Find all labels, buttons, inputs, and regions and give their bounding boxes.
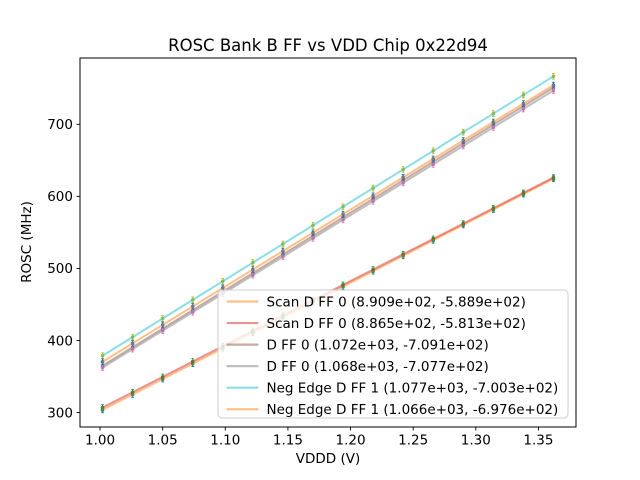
y-tick-label: 600	[47, 189, 73, 205]
x-tick-label: 1.15	[273, 433, 303, 449]
fit-line	[101, 86, 555, 367]
legend-entry-label: Scan D FF 0 (8.909e+02, -5.889e+02)	[267, 294, 526, 310]
legend-box	[217, 289, 569, 419]
fit-line	[101, 75, 555, 357]
axes-spines	[79, 57, 577, 428]
x-tick-label: 1.20	[336, 433, 366, 449]
y-axis-label: ROSC (MHz)	[19, 201, 35, 283]
x-tick-label: 1.35	[523, 433, 553, 449]
series-4	[100, 72, 556, 360]
legend-entry-label: D FF 0 (1.072e+03, -7.091e+02)	[267, 337, 489, 353]
y-tick-label: 300	[47, 405, 73, 421]
fit-line	[101, 84, 555, 363]
x-tick-label: 1.00	[85, 433, 115, 449]
legend-entry-label: Scan D FF 0 (8.865e+02, -5.813e+02)	[267, 316, 526, 332]
chart-title: ROSC Bank B FF vs VDD Chip 0x22d94	[168, 36, 488, 55]
legend-entry-label: Neg Edge D FF 1 (1.066e+03, -6.976e+02)	[267, 402, 559, 418]
series-5	[100, 81, 556, 366]
x-tick-label: 1.30	[461, 433, 491, 449]
x-axis-label: VDDD (V)	[295, 451, 361, 467]
fit-line	[101, 89, 555, 369]
y-tick-label: 700	[47, 117, 73, 133]
y-tick-label: 500	[47, 261, 73, 277]
x-tick-label: 1.10	[210, 433, 240, 449]
legend: Scan D FF 0 (8.909e+02, -5.889e+02) Scan …	[217, 289, 569, 419]
x-tick-label: 1.05	[148, 433, 178, 449]
y-tick-label: 400	[47, 333, 73, 349]
legend-entry-label: D FF 0 (1.068e+03, -7.077e+02)	[267, 359, 489, 375]
legend-entry-label: Neg Edge D FF 1 (1.077e+03, -7.003e+02)	[267, 381, 559, 397]
x-tick-label: 1.25	[398, 433, 428, 449]
